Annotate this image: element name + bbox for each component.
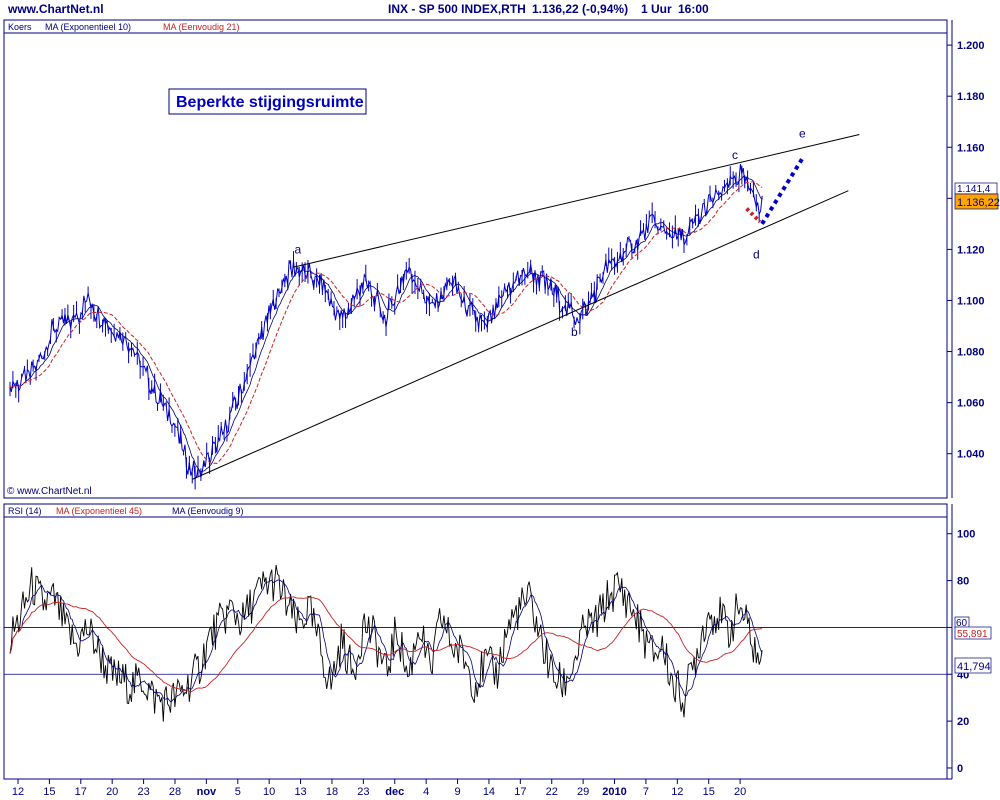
rsi-y-tick-label: 0 [957, 763, 963, 775]
x-tick-label: 14 [483, 786, 495, 798]
price-series [9, 133, 860, 490]
price-ema10-line [9, 175, 763, 472]
rsi-last-label: 41,794 [957, 661, 991, 673]
x-tick-label: 2010 [602, 786, 626, 798]
rsi-level-label: 60 [956, 618, 968, 629]
x-tick-label: 5 [235, 786, 241, 798]
x-tick-label: 18 [326, 786, 338, 798]
last-price-label: 1.136,22 [957, 197, 1000, 209]
legend-sma9: MA (Eenvoudig 9) [172, 506, 244, 516]
x-tick-label: 12 [671, 786, 683, 798]
x-tick-label: 17 [514, 786, 526, 798]
rsi-y-tick-label: 80 [957, 576, 969, 588]
x-tick-label: 20 [734, 786, 746, 798]
rsi-y-tick-label: 100 [957, 529, 975, 541]
upper-trendline [293, 133, 860, 268]
price-prev-label: 1.141,4 [957, 184, 991, 195]
price-close-line [9, 164, 763, 480]
rsi-y-tick-label: 20 [957, 716, 969, 728]
price-y-tick-label: 1.120 [957, 244, 985, 256]
x-tick-label: nov [197, 786, 217, 798]
x-tick-label: 28 [169, 786, 181, 798]
x-tick-label: 4 [423, 786, 429, 798]
rsi-ma-badge [954, 626, 992, 640]
price-y-tick-label: 1.100 [957, 295, 985, 307]
price-y-tick-label: 1.180 [957, 91, 985, 103]
rsi-panel-frame [3, 503, 948, 780]
x-tick-label: 13 [294, 786, 306, 798]
x-tick-label: 22 [546, 786, 558, 798]
wave-label-e: e [799, 126, 806, 140]
x-tick-label: 12 [12, 786, 24, 798]
price-y-tick-label: 1.060 [957, 398, 985, 410]
legend-sma21: MA (Eenvoudig 21) [163, 22, 240, 32]
rsi-line [9, 565, 763, 722]
chart-header-quote: 1.136,22 (-0,94%) [532, 2, 628, 16]
legend-koers: Koers [8, 22, 32, 32]
x-tick-label: 10 [263, 786, 275, 798]
price-sma21-line [9, 181, 763, 465]
rsi-y-axis: 020406080100 [947, 529, 975, 775]
chart-header-time: 16:00 [678, 2, 709, 16]
chart-header-symbol: INX - SP 500 INDEX,RTH [388, 2, 526, 16]
price-y-tick-label: 1.080 [957, 347, 985, 359]
wave-labels: a b c d e [295, 126, 806, 338]
x-tick-label: 29 [577, 786, 589, 798]
wave-label-a: a [295, 242, 302, 256]
chart-header-interval: 1 Uur [641, 2, 672, 16]
price-y-axis: 1.0401.0601.0801.1001.1201.1401.1601.180… [947, 40, 985, 461]
x-tick-label: 23 [137, 786, 149, 798]
legend-ema45: MA (Exponentieel 45) [56, 506, 142, 516]
note-box [168, 88, 367, 115]
wave-label-b: b [571, 325, 578, 339]
rsi-ma-label: 55,891 [957, 629, 988, 640]
lower-trendline [192, 190, 849, 480]
site-title[interactable]: www.ChartNet.nl [7, 2, 104, 16]
copyright-text: © www.ChartNet.nl [7, 486, 92, 497]
rsi-series [4, 565, 947, 722]
note-text: Beperkte stijgingsruimte [176, 94, 364, 111]
last-price-badge [954, 193, 999, 210]
x-tick-label: 20 [106, 786, 118, 798]
rsi-ema45-line [9, 596, 763, 693]
x-tick-label: 15 [43, 786, 55, 798]
x-tick-label: dec [385, 786, 404, 798]
wave-label-d: d [753, 248, 760, 262]
x-tick-label: 23 [357, 786, 369, 798]
rsi-last-badge [954, 657, 992, 674]
x-tick-label: 15 [703, 786, 715, 798]
wave-label-c: c [732, 148, 738, 162]
price-y-tick-label: 1.160 [957, 142, 985, 154]
price-panel-frame [3, 19, 948, 499]
projection-up [760, 156, 805, 225]
rsi-sma9-line [9, 579, 763, 703]
x-tick-label: 7 [643, 786, 649, 798]
legend-rsi: RSI (14) [8, 506, 42, 516]
x-tick-label: 9 [454, 786, 460, 798]
legend-ema10: MA (Exponentieel 10) [45, 22, 131, 32]
price-y-tick-label: 1.200 [957, 40, 985, 52]
x-axis: 12 15 17 20 23 28 nov 5 10 13 18 23 dec 4 9 14 17 22 29 201… [12, 779, 746, 798]
price-y-tick-label: 1.040 [957, 449, 985, 461]
x-tick-label: 17 [75, 786, 87, 798]
